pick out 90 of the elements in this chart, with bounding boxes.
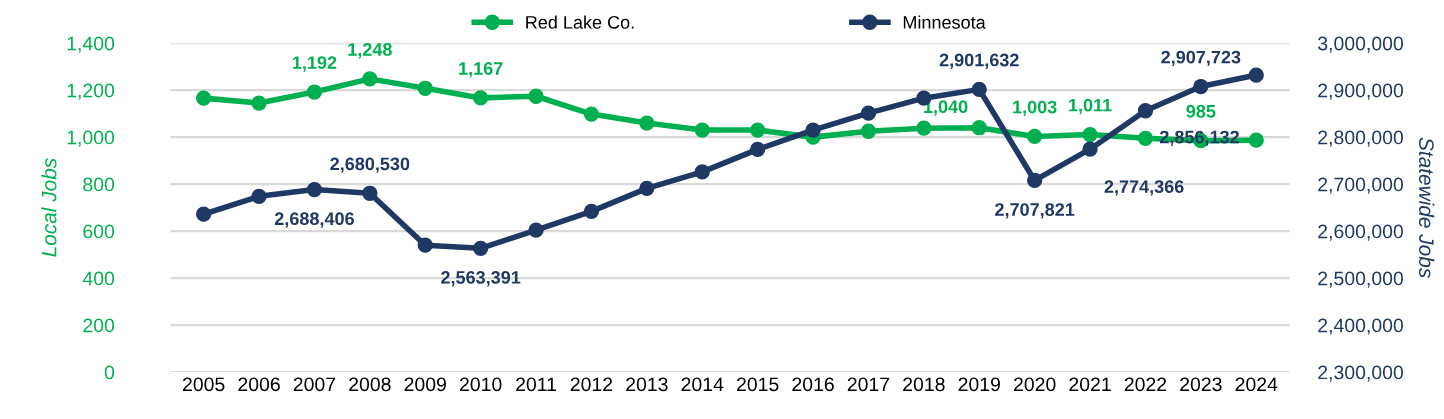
point — [195, 90, 212, 106]
y2-tick-label: 2,700,000 — [1318, 177, 1404, 194]
x-tick-label: 2012 — [570, 377, 613, 392]
y-tick-label: 600 — [83, 224, 115, 239]
data-label: 1,003 — [1013, 100, 1057, 117]
x-tick-label: 2005 — [182, 377, 225, 392]
point — [306, 84, 323, 100]
point — [528, 88, 544, 104]
y-tick-label: 0 — [104, 365, 115, 380]
y-tick-label: 200 — [83, 318, 115, 333]
point — [417, 80, 433, 96]
point — [251, 188, 267, 204]
y2-tick-label: 2,400,000 — [1318, 318, 1404, 335]
data-label: 2,563,391 — [441, 271, 521, 287]
point — [971, 120, 987, 136]
point — [1027, 172, 1043, 189]
y2-tick-label: 2,900,000 — [1318, 83, 1404, 100]
y-tick-label: 1,400 — [67, 36, 115, 53]
x-tick-label: 2013 — [626, 377, 668, 392]
point — [362, 71, 378, 87]
data-label: 2,707,821 — [995, 203, 1075, 219]
point — [1082, 126, 1098, 143]
x-tick-label: 2021 — [1069, 377, 1111, 392]
x-tick-label: 2011 — [516, 377, 556, 392]
legend-label: Minnesota — [903, 15, 986, 29]
y2-tick-label: 2,800,000 — [1318, 130, 1404, 147]
point — [1027, 128, 1043, 145]
point — [1137, 130, 1154, 146]
x-tick-label: 2006 — [238, 377, 280, 392]
x-tick-label: 2007 — [293, 377, 336, 392]
point — [528, 222, 544, 238]
point — [583, 106, 600, 122]
y-axis-title: Local Jobs — [41, 158, 57, 257]
x-tick-label: 2014 — [681, 377, 724, 392]
point — [472, 240, 489, 256]
y2-tick-label: 2,300,000 — [1318, 365, 1404, 382]
point — [1193, 78, 1209, 95]
point — [306, 181, 323, 198]
y2-tick-label: 2,600,000 — [1318, 224, 1404, 241]
y-tick-label: 800 — [83, 177, 115, 192]
point — [750, 141, 766, 157]
x-tick-label: 2015 — [736, 377, 779, 392]
point — [1137, 103, 1154, 119]
point — [417, 237, 433, 253]
y-tick-label: 1,200 — [67, 83, 115, 100]
x-tick-label: 2023 — [1180, 377, 1222, 392]
data-label: 2,680,530 — [330, 157, 410, 173]
point — [750, 122, 766, 138]
point — [971, 81, 987, 98]
y2-tick-label: 3,000,000 — [1318, 36, 1404, 53]
y-tick-label: 1,000 — [67, 130, 115, 147]
point — [251, 95, 267, 111]
data-label: 1,248 — [348, 43, 392, 59]
y-tick-label: 400 — [82, 271, 115, 286]
point — [860, 123, 877, 139]
x-tick-label: 2009 — [404, 377, 446, 392]
data-label: 1,192 — [292, 56, 337, 72]
point — [694, 122, 710, 138]
point — [916, 120, 932, 136]
x-tick-label: 2019 — [958, 377, 1000, 392]
x-tick-label: 2020 — [1014, 377, 1056, 392]
point — [1082, 141, 1098, 157]
point — [639, 180, 655, 196]
point — [195, 206, 212, 222]
data-label: 1,167 — [459, 62, 503, 78]
x-tick-label: 2010 — [459, 377, 502, 392]
y2-axis-title: Statewide Jobs — [1419, 137, 1435, 278]
point — [1248, 132, 1264, 148]
x-tick-label: 2022 — [1124, 377, 1167, 392]
data-label: 2,774,366 — [1104, 180, 1184, 196]
data-label: 985 — [1186, 104, 1216, 118]
point — [362, 185, 378, 201]
point — [805, 122, 821, 138]
point — [583, 203, 600, 220]
data-label: 2,901,632 — [939, 53, 1019, 69]
x-tick-label: 2008 — [349, 377, 391, 392]
x-tick-label: 2017 — [847, 377, 890, 392]
data-label: 2,907,723 — [1161, 50, 1241, 67]
point — [472, 90, 489, 106]
x-tick-label: 2016 — [792, 377, 834, 392]
x-tick-label: 2024 — [1235, 377, 1278, 392]
legend-label: Red Lake Co. — [526, 15, 634, 29]
point — [1248, 67, 1264, 83]
y2-tick-label: 2,500,000 — [1318, 271, 1404, 288]
data-label: 2,688,406 — [274, 212, 354, 228]
x-tick-label: 2018 — [903, 377, 945, 392]
point — [639, 115, 655, 131]
data-label: 1,011 — [1069, 98, 1112, 115]
point — [860, 105, 877, 121]
point — [694, 164, 710, 180]
